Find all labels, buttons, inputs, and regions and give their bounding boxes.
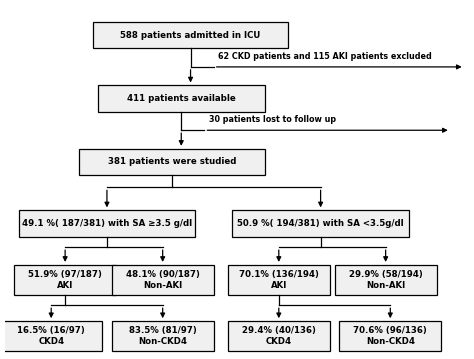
FancyBboxPatch shape: [339, 321, 441, 351]
FancyBboxPatch shape: [98, 85, 265, 112]
FancyBboxPatch shape: [335, 265, 437, 295]
Text: 50.9 %( 194/381) with SA <3.5g/dl: 50.9 %( 194/381) with SA <3.5g/dl: [237, 219, 404, 228]
Text: 62 CKD patients and 115 AKI patients excluded: 62 CKD patients and 115 AKI patients exc…: [219, 52, 432, 61]
Text: 29.4% (40/136)
CKD4: 29.4% (40/136) CKD4: [242, 326, 316, 346]
Text: 70.1% (136/194)
AKI: 70.1% (136/194) AKI: [239, 270, 319, 290]
Text: 29.9% (58/194)
Non-AKI: 29.9% (58/194) Non-AKI: [349, 270, 422, 290]
Text: 70.6% (96/136)
Non-CKD4: 70.6% (96/136) Non-CKD4: [354, 326, 427, 346]
Text: 49.1 %( 187/381) with SA ≥3.5 g/dl: 49.1 %( 187/381) with SA ≥3.5 g/dl: [22, 219, 192, 228]
Text: 381 patients were studied: 381 patients were studied: [108, 157, 236, 167]
FancyBboxPatch shape: [228, 265, 330, 295]
FancyBboxPatch shape: [79, 149, 265, 175]
FancyBboxPatch shape: [0, 321, 102, 351]
FancyBboxPatch shape: [232, 210, 409, 237]
Text: 411 patients available: 411 patients available: [127, 94, 236, 103]
FancyBboxPatch shape: [111, 265, 214, 295]
Text: 51.9% (97/187)
AKI: 51.9% (97/187) AKI: [28, 270, 102, 290]
Text: 16.5% (16/97)
CKD4: 16.5% (16/97) CKD4: [18, 326, 85, 346]
FancyBboxPatch shape: [111, 321, 214, 351]
FancyBboxPatch shape: [18, 210, 195, 237]
FancyBboxPatch shape: [93, 22, 288, 48]
FancyBboxPatch shape: [228, 321, 330, 351]
Text: 588 patients admitted in ICU: 588 patients admitted in ICU: [120, 31, 261, 40]
Text: 83.5% (81/97)
Non-CKD4: 83.5% (81/97) Non-CKD4: [129, 326, 197, 346]
FancyBboxPatch shape: [14, 265, 116, 295]
Text: 48.1% (90/187)
Non-AKI: 48.1% (90/187) Non-AKI: [126, 270, 200, 290]
Text: 30 patients lost to follow up: 30 patients lost to follow up: [209, 115, 336, 124]
